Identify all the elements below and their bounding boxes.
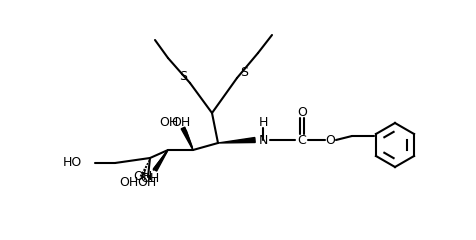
Text: S: S [240,66,248,78]
Polygon shape [153,150,168,171]
Text: C: C [298,133,307,146]
Text: OH: OH [140,172,159,185]
Text: HO: HO [63,156,82,168]
Text: H: H [258,115,268,128]
Text: OH: OH [159,115,178,128]
Text: OH: OH [138,176,157,190]
Text: O: O [297,107,307,120]
Polygon shape [181,127,193,150]
Text: O: O [325,133,335,146]
Text: OH: OH [171,115,190,128]
Polygon shape [218,138,255,143]
Text: OH: OH [119,175,138,188]
Text: OH: OH [133,170,152,184]
Text: S: S [179,71,187,84]
Text: N: N [258,133,268,146]
